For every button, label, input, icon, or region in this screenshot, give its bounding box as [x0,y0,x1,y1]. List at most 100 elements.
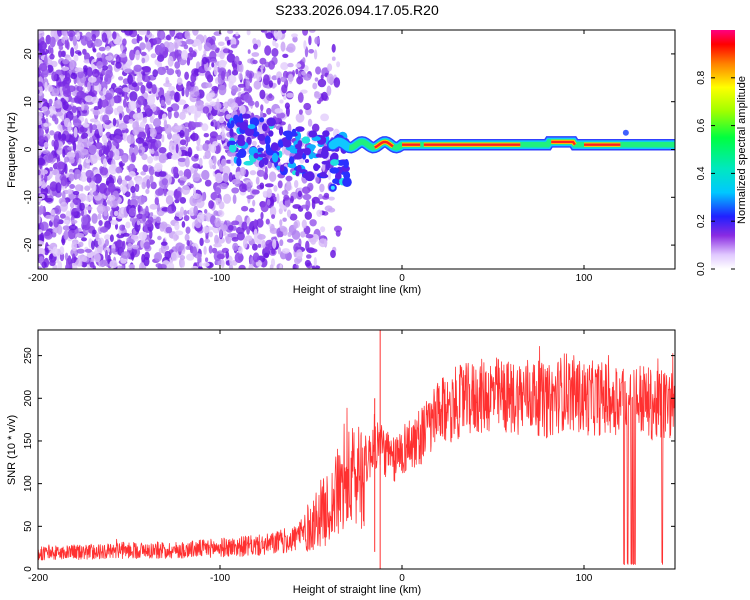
noise-blob [179,139,187,146]
transition-blob [343,159,349,169]
noise-blob [243,93,252,102]
noise-blob [61,30,67,37]
noise-blob [231,187,240,194]
noise-blob [235,31,239,37]
noise-blob [39,193,45,200]
transition-blob [344,171,351,180]
noise-blob [330,249,336,259]
noise-blob [171,133,181,143]
transition-blob [313,164,321,170]
noise-blob [232,194,237,205]
heatmap-x-label: Height of straight line (km) [293,284,421,296]
colorbar-tick-label: 0.4 [696,166,707,180]
noise-blob [249,72,253,84]
noise-blob [38,63,48,72]
noise-blob [84,185,91,191]
noise-blob [197,41,203,51]
transition-blob [270,142,279,152]
noise-blob [61,66,70,71]
noise-blob [326,85,332,97]
noise-blob [277,180,283,189]
noise-blob [56,224,63,235]
noise-blob [117,175,123,185]
noise-blob [146,30,151,36]
noise-blob [175,32,184,40]
noise-blob [203,42,212,52]
noise-blob [38,33,42,40]
noise-blob [52,227,59,234]
noise-blob [273,30,278,38]
noise-blob [199,237,204,247]
noise-blob [112,31,117,40]
noise-blob [70,47,75,58]
noise-blob [154,251,163,262]
noise-blob [251,140,257,147]
noise-blob [165,195,174,205]
noise-blob [252,38,257,45]
noise-blob [128,119,134,124]
transition-blob [237,148,247,158]
noise-blob [101,60,108,66]
noise-blob [131,251,135,261]
noise-blob [168,85,176,92]
heatmap-x-tick-label: 100 [576,273,593,284]
noise-blob [164,250,171,260]
noise-blob [202,143,209,152]
transition-blob [297,140,303,148]
noise-blob [61,50,66,58]
noise-blob [256,169,266,177]
noise-blob [328,196,335,201]
noise-blob [179,180,185,186]
noise-blob [155,140,162,149]
noise-blob [166,100,172,106]
noise-blob [115,239,124,249]
noise-blob [280,62,289,71]
noise-blob [297,92,304,103]
heatmap-y-tick-label: 10 [23,96,34,108]
noise-blob [137,30,147,35]
noise-blob [68,224,77,231]
noise-blob [219,116,225,124]
noise-blob [165,76,169,82]
noise-blob [108,164,118,175]
noise-blob [226,53,236,63]
colorbar-tick-label: 0.8 [696,70,707,84]
noise-blob [45,214,52,220]
noise-blob [140,84,146,94]
noise-blob [139,42,146,50]
noise-blob [136,220,141,226]
noise-blob [231,69,239,76]
noise-blob [279,219,283,227]
noise-blob [89,123,93,134]
noise-blob [218,84,227,96]
snr-x-ticks: -200 -100 0 100 [28,330,593,584]
transition-blob [239,121,249,131]
noise-blob [222,172,229,183]
noise-blob [102,114,110,123]
noise-blob [129,49,135,61]
noise-blob [208,245,213,254]
noise-blob [264,166,268,176]
noise-blob [56,161,66,170]
transition-blob [297,147,302,156]
noise-blob [44,81,48,92]
noise-blob [86,176,92,183]
noise-blob [204,150,211,160]
noise-blob [74,184,83,192]
transition-blob [236,157,242,167]
noise-blob [127,74,133,85]
noise-blob [124,191,131,198]
noise-blob [154,197,159,206]
noise-blob [280,227,286,232]
noise-blob [174,230,184,236]
noise-blob [88,144,97,155]
noise-blob [63,156,70,163]
noise-blob [300,231,306,238]
noise-blob [130,234,139,240]
noise-blob [122,87,130,92]
noise-blob [294,180,299,188]
noise-blob [130,185,136,194]
noise-blob [282,53,289,59]
noise-blob [204,209,208,214]
noise-blob [119,113,123,121]
